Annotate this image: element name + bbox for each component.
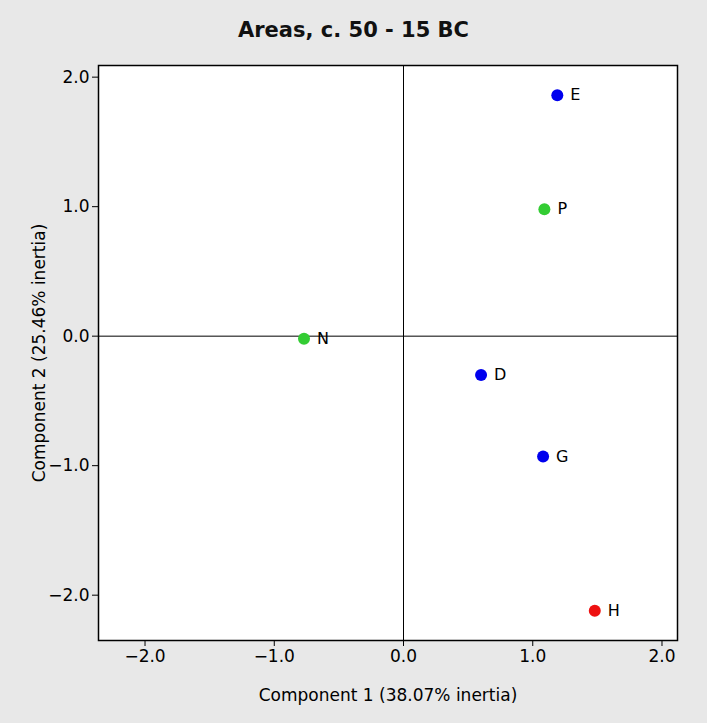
svg-text:H: H xyxy=(608,601,620,620)
svg-text:P: P xyxy=(557,199,567,218)
svg-text:D: D xyxy=(494,365,506,384)
svg-text:−1.0: −1.0 xyxy=(254,646,295,666)
svg-text:−2.0: −2.0 xyxy=(124,646,165,666)
svg-text:N: N xyxy=(317,329,329,348)
svg-text:0.0: 0.0 xyxy=(390,646,417,666)
svg-text:−2.0: −2.0 xyxy=(48,585,89,605)
svg-text:Component 1 (38.07% inertia): Component 1 (38.07% inertia) xyxy=(259,685,518,705)
svg-text:Component 2 (25.46% inertia): Component 2 (25.46% inertia) xyxy=(29,224,49,483)
svg-text:G: G xyxy=(556,447,568,466)
html-text:Areas, c. 50 - 15 BC: Areas, c. 50 - 15 BC xyxy=(238,18,469,42)
svg-text:2.0: 2.0 xyxy=(62,67,89,87)
svg-text:2.0: 2.0 xyxy=(648,646,675,666)
svg-text:0.0: 0.0 xyxy=(62,326,89,346)
svg-text:E: E xyxy=(570,85,580,104)
svg-text:−1.0: −1.0 xyxy=(48,455,89,475)
svg-text:1.0: 1.0 xyxy=(62,196,89,216)
svg-text:1.0: 1.0 xyxy=(519,646,546,666)
